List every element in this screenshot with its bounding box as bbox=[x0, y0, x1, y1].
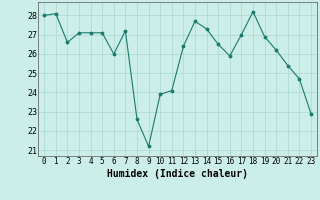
X-axis label: Humidex (Indice chaleur): Humidex (Indice chaleur) bbox=[107, 169, 248, 179]
